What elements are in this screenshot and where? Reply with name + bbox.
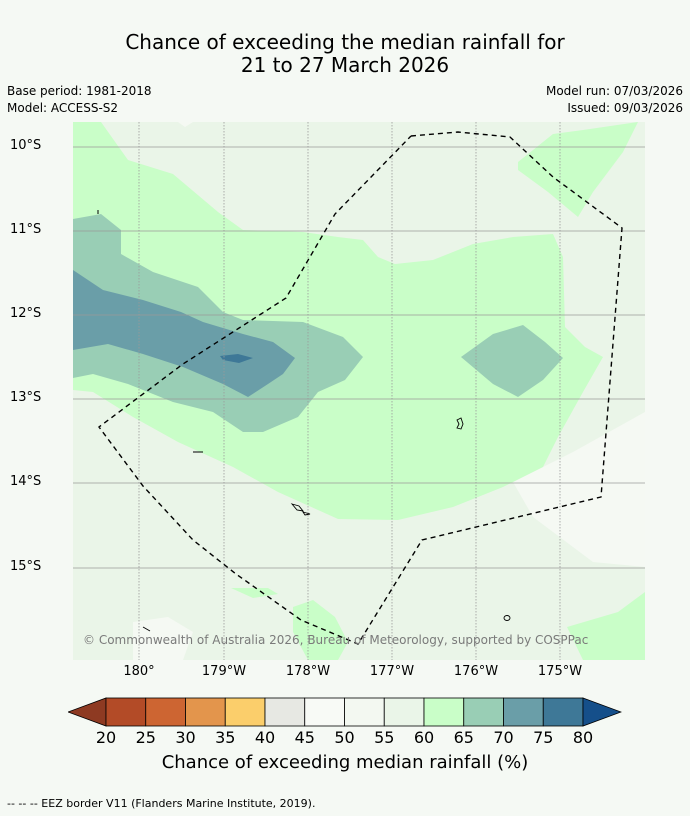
- colorbar-cells: [105, 697, 584, 727]
- meta-right: Model run: 07/03/2026 Issued: 09/03/2026: [546, 83, 683, 117]
- copyright-notice: © Commonwealth of Australia 2026, Bureau…: [83, 633, 589, 647]
- lon-label-180: 180°: [123, 664, 155, 679]
- lat-label-10s: 10°S: [10, 138, 42, 153]
- islands: [142, 417, 511, 632]
- island-5: [142, 626, 151, 632]
- lat-label-15s: 15°S: [10, 559, 42, 574]
- colorbar-tick-label: 35: [215, 728, 236, 747]
- lat-label-12s: 12°S: [10, 306, 42, 321]
- lat-label-14s: 14°S: [10, 474, 42, 489]
- colorbar-arrow-high: [582, 697, 622, 727]
- colorbar-cell: [224, 697, 266, 727]
- contour-60-65-main: [73, 122, 603, 520]
- contour-65-70-east: [461, 325, 563, 397]
- colorbar-cell: [542, 697, 584, 727]
- colorbar: [68, 697, 622, 727]
- island-2: [290, 503, 305, 512]
- contour-75-80: [220, 354, 253, 363]
- colorbar-cell: [185, 697, 226, 727]
- graticule-meridians: [138, 122, 561, 660]
- colorbar-cell: [383, 697, 425, 727]
- colorbar-tick-label: 55: [374, 728, 395, 747]
- colorbar-tick-label: 70: [493, 728, 514, 747]
- lat-label-11s: 11°S: [10, 222, 42, 237]
- colorbar-label: Chance of exceeding median rainfall (%): [161, 752, 529, 773]
- colorbar-tick-label: 80: [572, 728, 594, 747]
- lon-label-176w: 176°W: [453, 664, 499, 679]
- colorbar-tick-label: 50: [334, 728, 355, 747]
- meta-left: Base period: 1981-2018 Model: ACCESS-S2: [7, 83, 152, 117]
- colorbar-tick-label: 60: [413, 728, 435, 747]
- map-title: Chance of exceeding the median rainfall …: [0, 31, 690, 77]
- lon-label-177w: 177°W: [369, 664, 415, 679]
- contour-50-55-north: [178, 122, 193, 127]
- colorbar-tick-label: 65: [453, 728, 474, 747]
- colorbar-cell: [304, 697, 345, 727]
- contour-50-55-south: [133, 617, 193, 660]
- model-name: Model: ACCESS-S2: [7, 101, 119, 115]
- island-1: [456, 417, 464, 430]
- colorbar-cell: [145, 697, 186, 727]
- contour-50-55-east: [513, 412, 645, 567]
- colorbar-cell: [344, 697, 385, 727]
- contour-60-65-south: [293, 600, 348, 660]
- colorbar-cell: [463, 697, 504, 727]
- contour-70-75: [73, 270, 295, 397]
- map-plot: [73, 122, 645, 660]
- colorbar-cell: [423, 697, 465, 727]
- colorbar-tick-label: 20: [95, 728, 117, 747]
- colorbar-tick-label: 75: [533, 728, 554, 747]
- lat-label-13s: 13°S: [10, 390, 42, 405]
- contour-65-70-west: [73, 214, 363, 432]
- contour-60-65-northeast: [518, 122, 638, 217]
- colorbar-tick-label: 40: [254, 728, 276, 747]
- base-period: Base period: 1981-2018: [7, 84, 152, 98]
- model-run: Model run: 07/03/2026: [545, 84, 683, 98]
- lon-label-179w: 179°W: [201, 664, 247, 679]
- contour-60-65-southeast: [567, 592, 645, 660]
- colorbar-tick-label: 45: [294, 728, 315, 747]
- eez-legend: -- -- -- EEZ border V11 (Flanders Marine…: [7, 797, 316, 810]
- title-line-1: Chance of exceeding the median rainfall …: [125, 30, 565, 54]
- colorbar-cell: [264, 697, 306, 727]
- island-4: [503, 615, 511, 621]
- lon-label-178w: 178°W: [285, 664, 331, 679]
- colorbar-cell: [503, 697, 544, 727]
- colorbar-cell: [105, 697, 147, 727]
- issued-date: Issued: 09/03/2026: [567, 101, 683, 115]
- contour-60-65-patch: [231, 588, 278, 598]
- colorbar-arrow-low: [68, 697, 107, 727]
- island-3: [301, 511, 311, 516]
- title-line-2: 21 to 27 March 2026: [240, 53, 450, 77]
- eez-border: [98, 131, 623, 645]
- eez-fragment: [97, 210, 203, 453]
- lon-label-175w: 175°W: [537, 664, 583, 679]
- colorbar-tick-label: 30: [175, 728, 196, 747]
- colorbar-tick-label: 25: [135, 728, 156, 747]
- graticule: [73, 146, 645, 569]
